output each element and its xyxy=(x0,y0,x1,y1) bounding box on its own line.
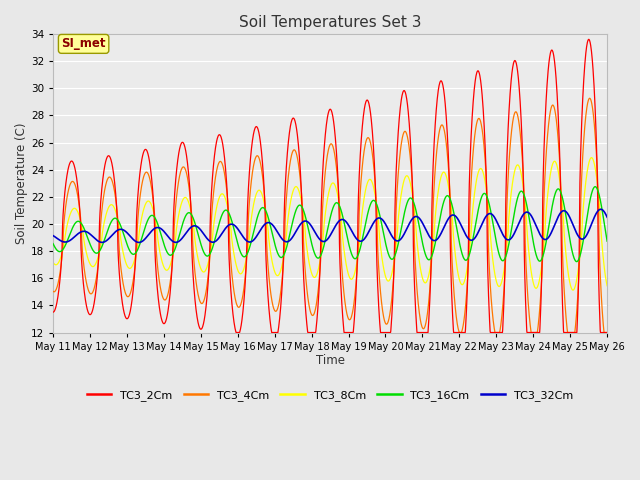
X-axis label: Time: Time xyxy=(316,354,344,367)
Text: SI_met: SI_met xyxy=(61,37,106,50)
Title: Soil Temperatures Set 3: Soil Temperatures Set 3 xyxy=(239,15,421,30)
Y-axis label: Soil Temperature (C): Soil Temperature (C) xyxy=(15,122,28,244)
Legend: TC3_2Cm, TC3_4Cm, TC3_8Cm, TC3_16Cm, TC3_32Cm: TC3_2Cm, TC3_4Cm, TC3_8Cm, TC3_16Cm, TC3… xyxy=(83,386,578,406)
